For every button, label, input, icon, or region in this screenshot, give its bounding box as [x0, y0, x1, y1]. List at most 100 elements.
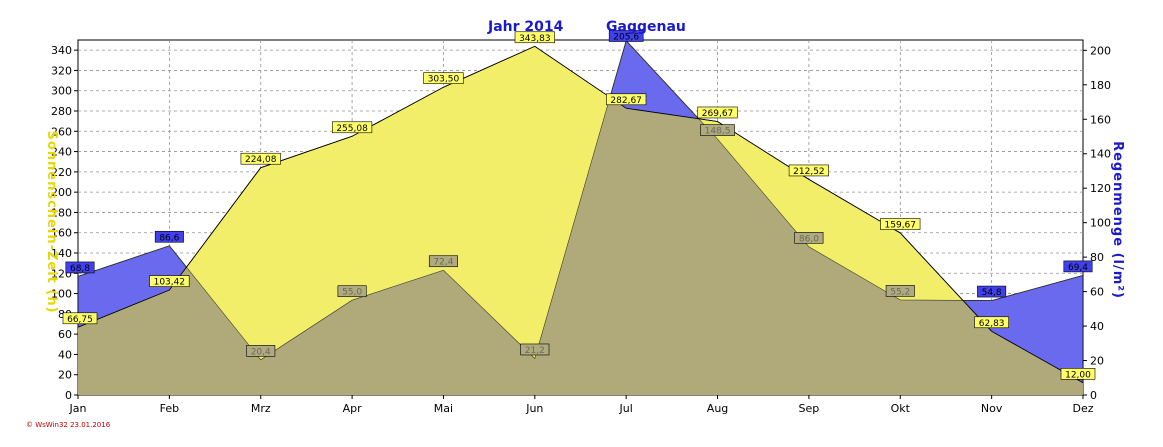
right-tick-label: 100: [1090, 217, 1111, 230]
left-tick-label: 40: [58, 348, 72, 361]
left-tick-label: 200: [51, 186, 72, 199]
x-tick-label: Jan: [69, 402, 87, 415]
rain-value-label-box: [1063, 260, 1093, 273]
sunshine-value-label-box: [606, 93, 647, 106]
sunshine-value-label-text: 303,50: [428, 75, 460, 85]
sunshine-value-label: 62,83: [974, 316, 1009, 329]
sunshine-value-label-box: [1060, 368, 1096, 380]
chart-title-place: Gaggenau: [606, 19, 686, 35]
x-tick-label: Dez: [1072, 402, 1093, 415]
left-tick-label: 160: [51, 227, 72, 240]
sunshine-value-label-text: 62,83: [979, 319, 1005, 329]
rain-value-label-box: [794, 231, 824, 244]
sunshine-value-label: 66,75: [62, 312, 98, 325]
sunshine-value-label-text: 224,08: [245, 155, 277, 165]
left-tick-label: 240: [51, 146, 72, 159]
right-tick-label: 60: [1090, 286, 1104, 299]
x-tick-label: Jul: [619, 402, 633, 415]
right-tick-label: 20: [1090, 355, 1104, 368]
sunshine-value-label: 12,00: [1060, 368, 1096, 380]
sunshine-value-label-box: [514, 31, 555, 44]
rain-value-label-box: [337, 285, 367, 298]
sunshine-value-label: 212,52: [788, 164, 830, 177]
left-tick-label: 260: [51, 125, 72, 138]
overlap-area: [78, 97, 1083, 396]
rain-value-label: 55,0: [337, 285, 367, 298]
left-tick-label: 280: [51, 105, 72, 118]
x-tick-label: Apr: [343, 402, 363, 415]
sunshine-value-label-box: [240, 152, 281, 165]
sunshine-value-label: 303,50: [423, 72, 464, 85]
sunshine-value-label: 224,08: [240, 152, 281, 165]
sunshine-value-label-box: [880, 218, 921, 230]
sunshine-value-label-text: 159,67: [885, 221, 917, 231]
rain-value-label-box: [65, 261, 95, 274]
rain-value-label-text: 86,0: [799, 234, 819, 244]
sunshine-value-label-text: 12,00: [1065, 370, 1091, 380]
sunshine-value-label-text: 343,83: [519, 34, 551, 44]
x-tick-label: Feb: [160, 402, 179, 415]
rain-value-label-box: [885, 285, 915, 297]
sunshine-value-label-text: 103,42: [154, 278, 186, 288]
rain-value-label-text: 55,2: [890, 287, 910, 297]
area-layer: [77, 39, 1084, 396]
chart-title-year: Jahr 2014: [487, 19, 564, 35]
sunshine-value-label: 255,08: [331, 121, 373, 134]
left-tick-label: 60: [58, 328, 72, 341]
rain-value-label: 69,4: [1063, 260, 1093, 273]
rain-line: [77, 40, 1084, 361]
rain-value-label: 72,4: [428, 255, 458, 268]
sunshine-value-label: 159,67: [880, 218, 921, 231]
rain-value-label: 21,2: [520, 343, 550, 356]
rain-value-label-text: 68,8: [70, 264, 90, 274]
rain-value-label-text: 86,6: [159, 233, 179, 243]
sunshine-value-label: 103,42: [149, 275, 190, 288]
rain-value-label-text: 20,4: [251, 347, 271, 357]
left-tick-label: 20: [58, 369, 72, 382]
sunshine-value-label-box: [149, 275, 190, 287]
right-tick-label: 200: [1090, 44, 1111, 57]
rain-value-label: 86,0: [794, 231, 824, 244]
rain-value-label: 54,8: [977, 285, 1007, 298]
x-tick-label: Jun: [525, 402, 543, 415]
left-tick-label: 140: [51, 247, 72, 260]
x-tick-label: Okt: [891, 402, 911, 415]
x-tick-label: Nov: [981, 402, 1003, 415]
left-tick-label: 100: [51, 288, 72, 301]
x-tick-label: Mrz: [251, 402, 271, 415]
left-axis-label: Sonnenschein-Zeit (h): [44, 130, 59, 313]
rain-value-label-box: [154, 230, 184, 243]
sunshine-value-label-text: 255,08: [336, 124, 368, 134]
sunshine-value-label-box: [423, 72, 464, 84]
sunshine-value-label: 282,67: [606, 93, 647, 106]
right-axis-label: Regenmenge (l/m²): [1110, 141, 1125, 299]
rain-value-label-box: [700, 124, 735, 136]
right-tick-label: 80: [1090, 251, 1104, 264]
rain-value-label-box: [428, 255, 458, 268]
left-tick-label: 0: [65, 389, 72, 402]
right-tick-label: 0: [1090, 389, 1097, 402]
x-tick-label: Sep: [799, 402, 820, 415]
sunshine-value-label-box: [62, 312, 98, 325]
x-tick-label: Aug: [707, 402, 728, 415]
rain-value-label: 68,8: [65, 261, 95, 274]
rain-value-label-text: 72,4: [433, 258, 453, 268]
left-tick-label: 340: [51, 44, 72, 57]
sunshine-value-label-text: 282,67: [610, 96, 642, 106]
rain-value-label-box: [608, 30, 644, 42]
left-tick-label: 320: [51, 64, 72, 77]
rain-value-label: 20,4: [246, 345, 276, 357]
sunshine-value-label-box: [697, 106, 738, 119]
right-tick-label: 140: [1090, 148, 1111, 161]
footer-credit: © WsWin32 23.01.2016: [26, 421, 111, 429]
data-label-layer: 66,75 103,42 224,08 255,08 303,50 343,83 282,6…: [62, 30, 1096, 380]
sunshine-value-label-box: [331, 121, 373, 134]
rain-value-label-text: 69,4: [1068, 263, 1088, 273]
right-tick-label: 40: [1090, 320, 1104, 333]
left-tick-label: 300: [51, 85, 72, 98]
rain-value-label-box: [977, 285, 1007, 298]
right-tick-label: 180: [1090, 79, 1111, 92]
sunshine-value-label: 269,67: [697, 106, 738, 119]
